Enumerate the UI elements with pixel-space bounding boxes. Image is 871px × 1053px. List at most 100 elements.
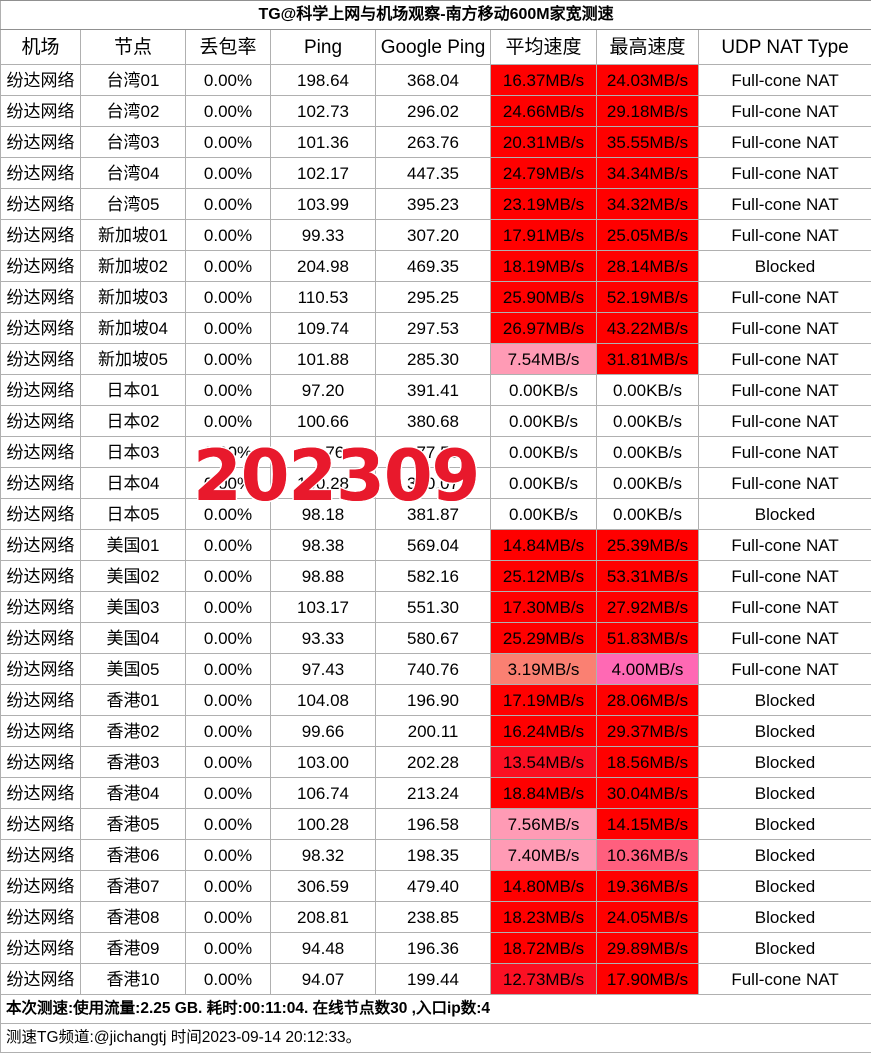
cell-airport: 纷达网络 [1, 964, 81, 995]
cell-ping: 109.74 [271, 313, 376, 344]
cell-airport: 纷达网络 [1, 220, 81, 251]
cell-airport: 纷达网络 [1, 499, 81, 530]
cell-max-speed: 0.00KB/s [597, 437, 699, 468]
cell-packet-loss: 0.00% [186, 158, 271, 189]
cell-avg-speed: 0.00KB/s [491, 437, 597, 468]
cell-ping: 100.28 [271, 809, 376, 840]
cell-google-ping: 377.58 [376, 437, 491, 468]
cell-ping: 101.36 [271, 127, 376, 158]
cell-avg-speed: 17.19MB/s [491, 685, 597, 716]
cell-ping: 98.38 [271, 530, 376, 561]
cell-packet-loss: 0.00% [186, 561, 271, 592]
cell-packet-loss: 0.00% [186, 65, 271, 96]
cell-udp-nat: Blocked [699, 499, 871, 530]
cell-airport: 纷达网络 [1, 158, 81, 189]
cell-avg-speed: 25.12MB/s [491, 561, 597, 592]
cell-packet-loss: 0.00% [186, 437, 271, 468]
cell-max-speed: 4.00MB/s [597, 654, 699, 685]
cell-udp-nat: Blocked [699, 902, 871, 933]
cell-avg-speed: 0.00KB/s [491, 468, 597, 499]
cell-max-speed: 28.06MB/s [597, 685, 699, 716]
cell-node: 香港05 [81, 809, 186, 840]
cell-google-ping: 238.85 [376, 902, 491, 933]
cell-node: 台湾05 [81, 189, 186, 220]
cell-ping: 102.73 [271, 96, 376, 127]
cell-udp-nat: Blocked [699, 809, 871, 840]
cell-google-ping: 202.28 [376, 747, 491, 778]
cell-udp-nat: Blocked [699, 716, 871, 747]
cell-udp-nat: Full-cone NAT [699, 375, 871, 406]
cell-ping: 100.28 [271, 468, 376, 499]
cell-udp-nat: Full-cone NAT [699, 189, 871, 220]
cell-google-ping: 200.11 [376, 716, 491, 747]
cell-node: 美国02 [81, 561, 186, 592]
cell-avg-speed: 24.66MB/s [491, 96, 597, 127]
cell-ping: 97.20 [271, 375, 376, 406]
cell-google-ping: 296.02 [376, 96, 491, 127]
cell-max-speed: 34.32MB/s [597, 189, 699, 220]
cell-packet-loss: 0.00% [186, 933, 271, 964]
cell-airport: 纷达网络 [1, 716, 81, 747]
cell-node: 香港08 [81, 902, 186, 933]
cell-avg-speed: 23.19MB/s [491, 189, 597, 220]
cell-ping: 99.66 [271, 716, 376, 747]
cell-udp-nat: Full-cone NAT [699, 158, 871, 189]
cell-google-ping: 580.67 [376, 623, 491, 654]
cell-max-speed: 34.34MB/s [597, 158, 699, 189]
cell-node: 台湾04 [81, 158, 186, 189]
cell-node: 美国05 [81, 654, 186, 685]
cell-packet-loss: 0.00% [186, 809, 271, 840]
cell-google-ping: 395.23 [376, 189, 491, 220]
cell-google-ping: 391.41 [376, 375, 491, 406]
cell-node: 台湾02 [81, 96, 186, 127]
cell-airport: 纷达网络 [1, 747, 81, 778]
cell-airport: 纷达网络 [1, 65, 81, 96]
cell-packet-loss: 0.00% [186, 375, 271, 406]
cell-udp-nat: Full-cone NAT [699, 65, 871, 96]
cell-google-ping: 551.30 [376, 592, 491, 623]
cell-avg-speed: 7.54MB/s [491, 344, 597, 375]
cell-airport: 纷达网络 [1, 654, 81, 685]
cell-udp-nat: Full-cone NAT [699, 282, 871, 313]
cell-node: 美国04 [81, 623, 186, 654]
cell-airport: 纷达网络 [1, 840, 81, 871]
cell-ping: 204.98 [271, 251, 376, 282]
cell-node: 日本01 [81, 375, 186, 406]
cell-avg-speed: 25.90MB/s [491, 282, 597, 313]
cell-avg-speed: 0.00KB/s [491, 406, 597, 437]
cell-max-speed: 35.55MB/s [597, 127, 699, 158]
cell-airport: 纷达网络 [1, 902, 81, 933]
cell-airport: 纷达网络 [1, 437, 81, 468]
cell-avg-speed: 3.19MB/s [491, 654, 597, 685]
cell-packet-loss: 0.00% [186, 716, 271, 747]
cell-max-speed: 10.36MB/s [597, 840, 699, 871]
summary-text: 本次测速:使用流量:2.25 GB. 耗时:00:11:04. 在线节点数30 … [1, 995, 871, 1024]
cell-google-ping: 213.24 [376, 778, 491, 809]
cell-udp-nat: Full-cone NAT [699, 623, 871, 654]
cell-node: 新加坡04 [81, 313, 186, 344]
cell-avg-speed: 25.29MB/s [491, 623, 597, 654]
cell-node: 美国01 [81, 530, 186, 561]
cell-max-speed: 29.37MB/s [597, 716, 699, 747]
cell-ping: 98.88 [271, 561, 376, 592]
column-header-ping: Ping [271, 30, 376, 65]
cell-airport: 纷达网络 [1, 809, 81, 840]
cell-airport: 纷达网络 [1, 561, 81, 592]
footer-row-summary: 本次测速:使用流量:2.25 GB. 耗时:00:11:04. 在线节点数30 … [1, 995, 871, 1024]
cell-google-ping: 360.07 [376, 468, 491, 499]
cell-avg-speed: 26.97MB/s [491, 313, 597, 344]
cell-google-ping: 380.68 [376, 406, 491, 437]
cell-node: 香港03 [81, 747, 186, 778]
cell-max-speed: 25.39MB/s [597, 530, 699, 561]
cell-google-ping: 295.25 [376, 282, 491, 313]
column-header-node: 节点 [81, 30, 186, 65]
column-header-avg-speed: 平均速度 [491, 30, 597, 65]
